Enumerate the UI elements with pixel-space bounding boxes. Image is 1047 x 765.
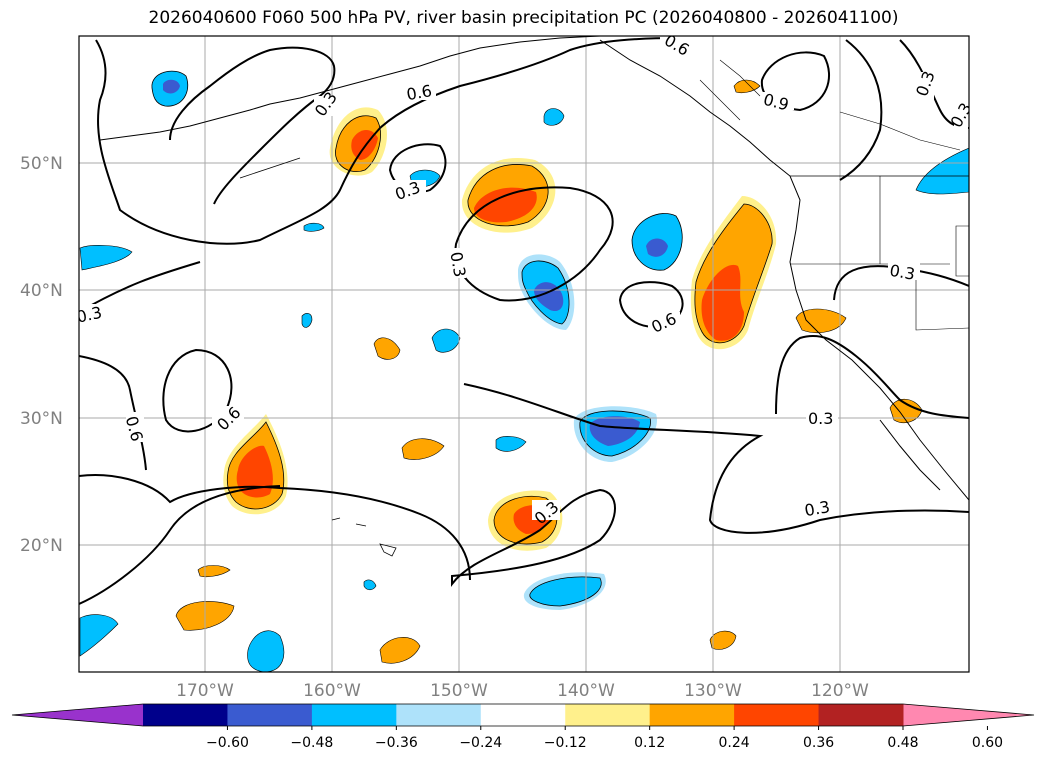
colorbar-bin [143, 704, 228, 726]
pos-blob [401, 438, 445, 460]
lon-label-130w: 130°W [684, 681, 742, 701]
contour-label: 0.3 [446, 250, 469, 278]
colorbar-extend-high [903, 704, 1034, 726]
neg-blob-core [646, 238, 668, 257]
neg-blob [915, 147, 969, 195]
colorbar-tick-label: −0.12 [544, 735, 587, 751]
neg-blob [431, 328, 461, 353]
neg-blob-core [163, 79, 180, 94]
neg-blob [301, 313, 313, 328]
colorbar-tick-label: 0.48 [887, 735, 918, 751]
pos-blob-core [236, 445, 273, 498]
colorbar-extend-low [12, 704, 143, 726]
contour-label: 0.3 [808, 409, 833, 428]
colorbar-tick-label: −0.48 [290, 735, 333, 751]
colorbar-bin [649, 704, 735, 726]
pos-blob [709, 630, 737, 650]
neg-blob-mid [529, 576, 602, 607]
contour-label: 0.6 [405, 81, 433, 104]
contour-label: 0.3 [888, 261, 916, 284]
pos-blob [373, 337, 401, 360]
lat-label-30n: 30°N [20, 409, 63, 429]
pv-contours [79, 37, 969, 605]
pos-blob [795, 308, 847, 333]
colorbar-tick-label: −0.36 [375, 735, 418, 751]
chart-title: 2026040600 F060 500 hPa PV, river basin … [148, 8, 899, 28]
colorbar-bin [311, 704, 397, 726]
colorbar-bin [565, 704, 651, 726]
colorbar-bin [480, 704, 566, 726]
colorbar-tick-label: 0.12 [634, 735, 665, 751]
neg-blob [79, 245, 133, 271]
colorbar: −0.60 −0.48 −0.36 −0.24 −0.12 0.12 0.24 0.36 0.4… [11, 703, 1035, 751]
colorbar-bin [396, 704, 482, 726]
neg-blob [363, 579, 377, 591]
neg-blob-core [589, 416, 640, 446]
lat-label-20n: 20°N [20, 536, 63, 556]
colorbar-bin [227, 704, 313, 726]
colorbar-tick-label: −0.60 [206, 735, 249, 751]
neg-blob [543, 108, 565, 126]
lon-label-160w: 160°W [303, 681, 361, 701]
neg-blob [303, 222, 325, 232]
colorbar-bin [734, 704, 820, 726]
lat-label-50n: 50°N [20, 154, 63, 174]
contour-label: 0.3 [803, 497, 831, 520]
latitude-labels: 50°N 40°N 30°N 20°N [20, 154, 63, 556]
colorbar-outline [11, 703, 1035, 727]
lon-label-150w: 150°W [430, 681, 488, 701]
pos-blob [379, 637, 421, 664]
pos-blob-core [474, 187, 537, 223]
lon-label-170w: 170°W [176, 681, 234, 701]
pos-blob [197, 565, 231, 578]
map-border [78, 35, 970, 673]
colorbar-tick-label: 0.60 [972, 735, 1003, 751]
lat-label-40n: 40°N [20, 281, 63, 301]
colorbar-tick-label: −0.24 [459, 735, 502, 751]
colorbar-tick-label: 0.36 [803, 735, 834, 751]
lon-label-120w: 120°W [811, 681, 869, 701]
colorbar-tick-label: 0.24 [719, 735, 750, 751]
precip-anomaly-fills [79, 70, 969, 672]
neg-blob [79, 614, 119, 657]
neg-blob [495, 436, 527, 452]
contour-label: 0.3 [75, 303, 104, 327]
lon-label-140w: 140°W [557, 681, 615, 701]
longitude-labels: 170°W 160°W 150°W 140°W 130°W 120°W [176, 681, 869, 701]
pos-blob-core [701, 264, 744, 341]
colorbar-bin [818, 704, 904, 726]
neg-blob [247, 630, 285, 672]
coastlines [99, 36, 969, 557]
